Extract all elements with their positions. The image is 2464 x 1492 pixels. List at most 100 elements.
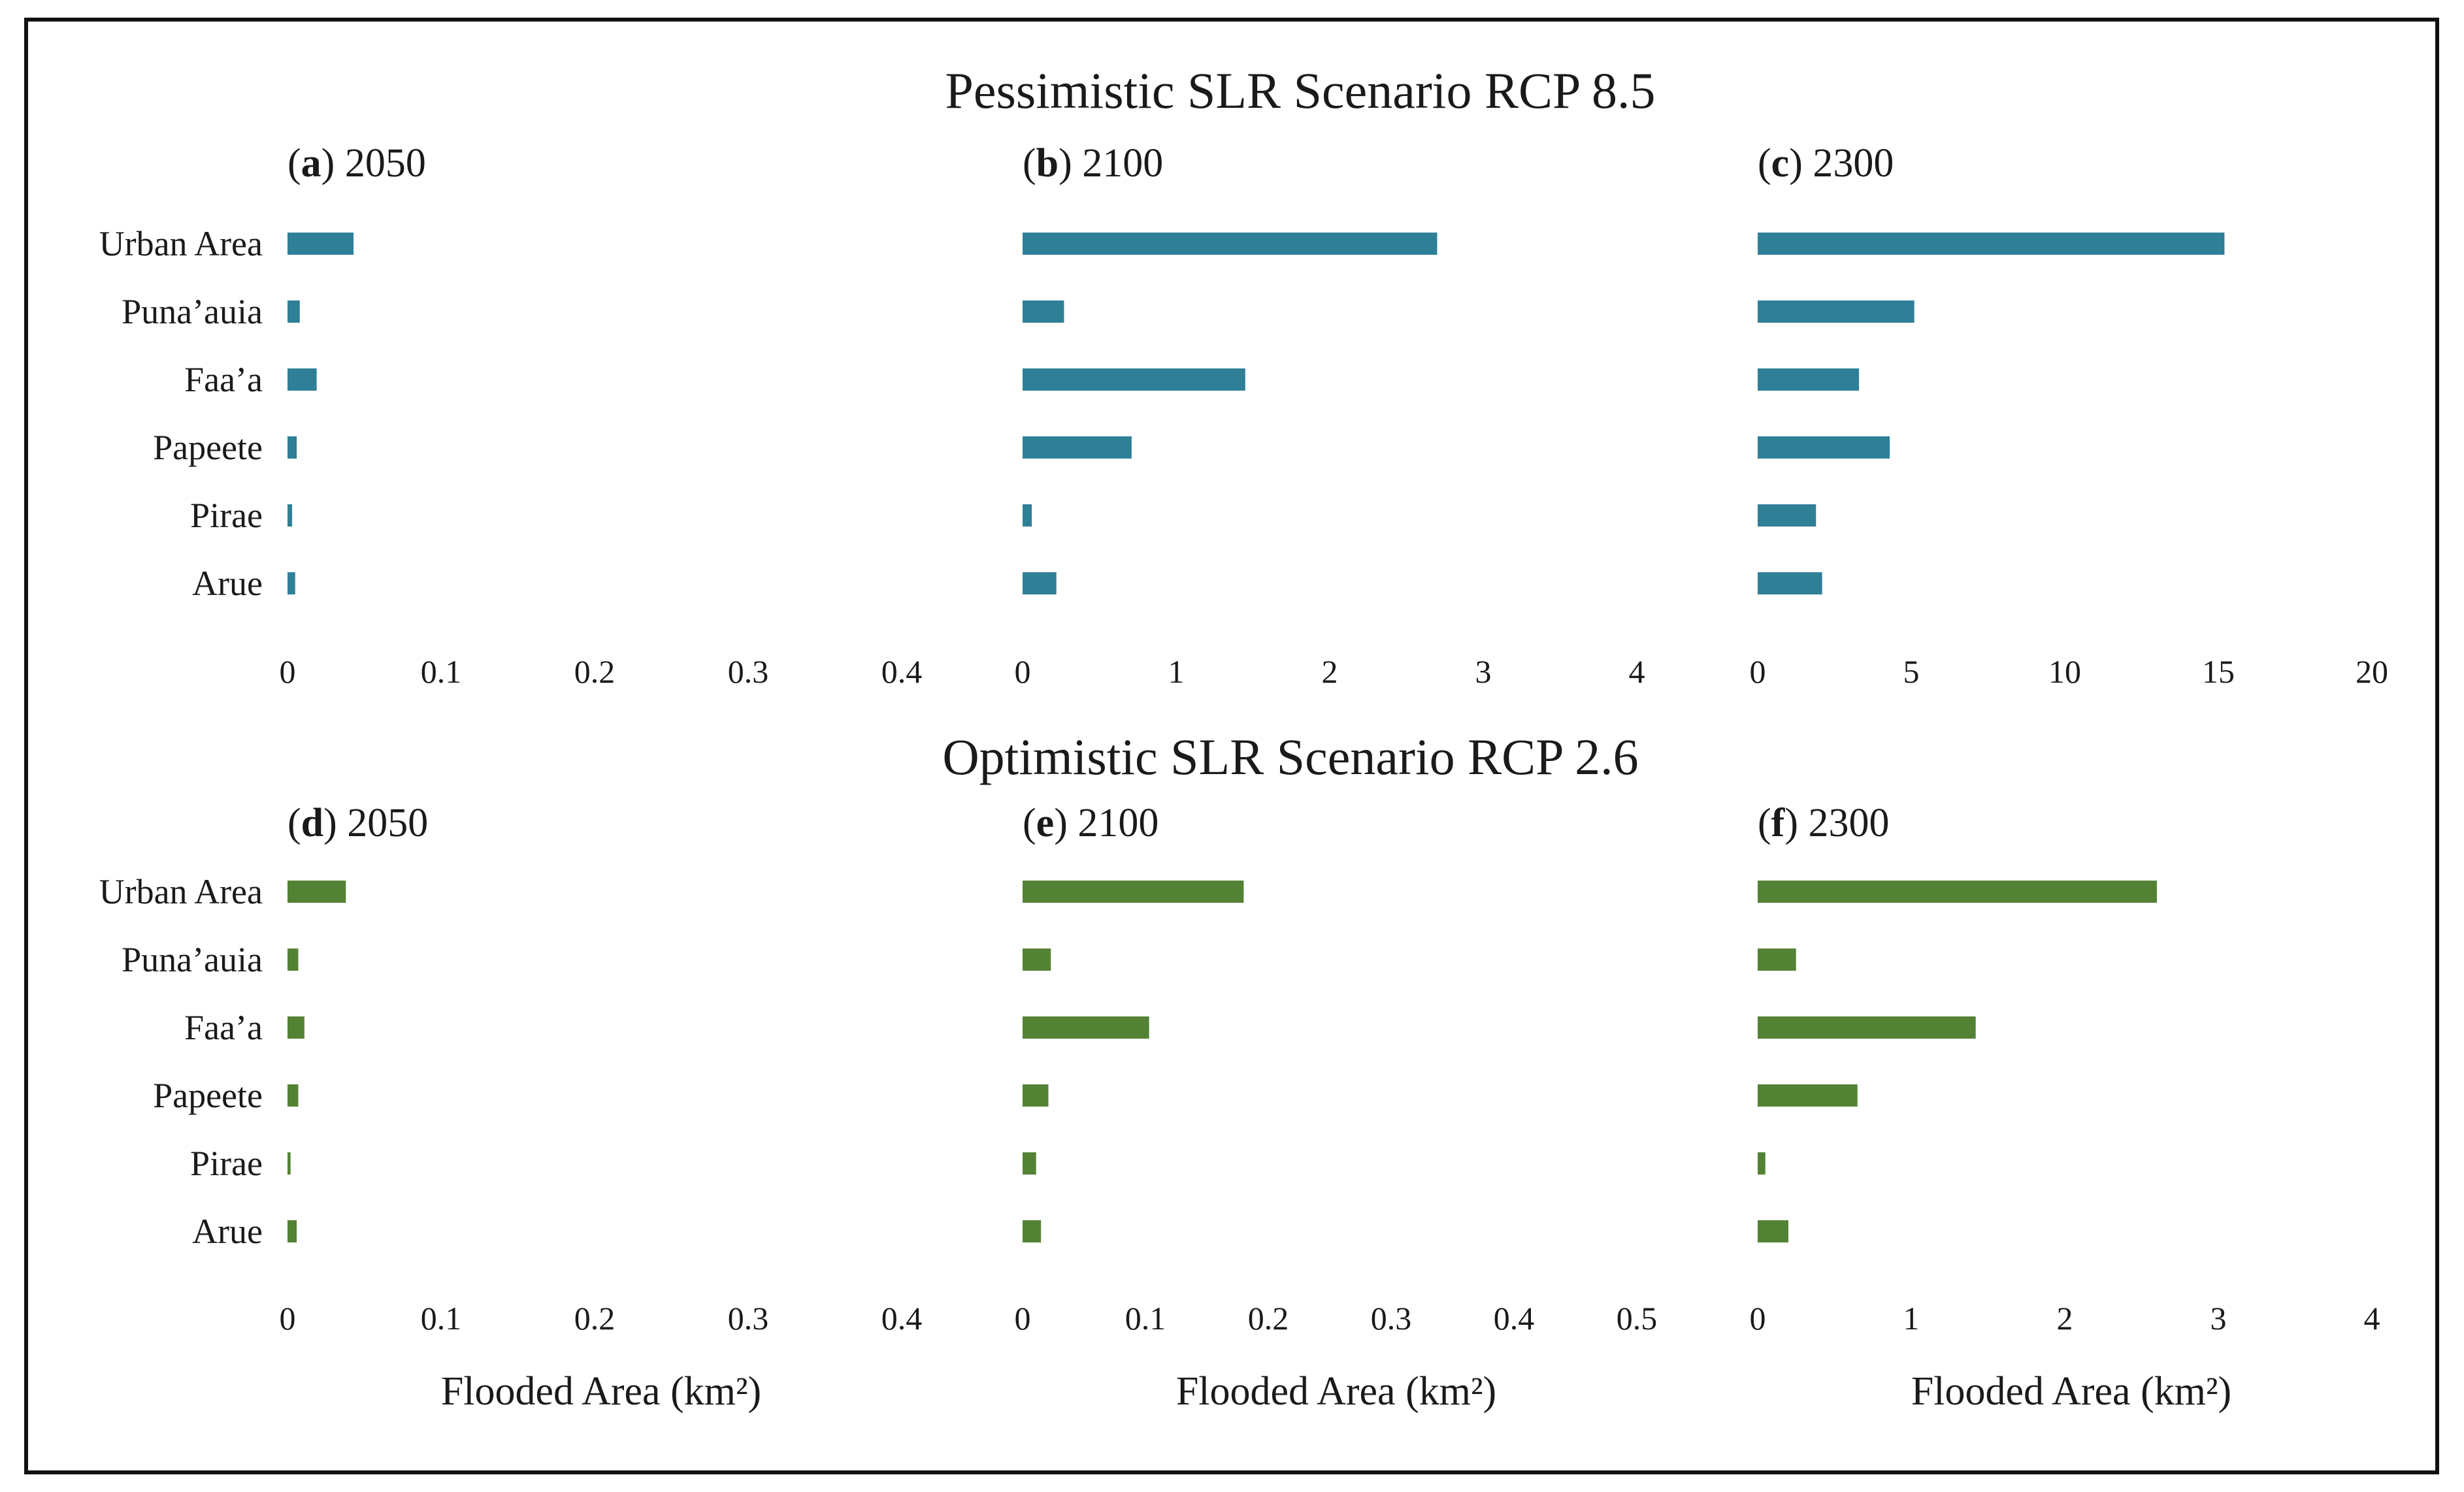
section-title-pessimistic: Pessimistic SLR Scenario RCP 8.5 [945, 62, 1655, 119]
bar-f-3 [1758, 1084, 1858, 1107]
panel-e: (e) 2100 0 0.1 0.2 0.3 0.4 0.5 Flooded Area (km… [1015, 801, 1658, 1414]
bar-e-2 [1023, 1016, 1149, 1039]
bar-a-4 [287, 504, 293, 527]
bar-f-2 [1758, 1016, 1976, 1039]
x-tick-label-e-4: 0.4 [1494, 1300, 1535, 1337]
panel-c: (c) 2300 0 5 10 15 20 [1750, 141, 2389, 690]
panel-year-b: 2100 [1082, 141, 1163, 186]
category-label-d-1: Puna’auia [122, 940, 263, 979]
bar-c-2 [1758, 368, 1860, 391]
panel-f: (f) 2300 0 1 2 3 4 Flooded Area (km²) [1750, 801, 2380, 1414]
category-label-d-2: Faa’a [184, 1008, 263, 1047]
category-label-a-4: Pirae [190, 496, 263, 535]
panel-letter-d: d [301, 801, 323, 845]
bar-a-3 [287, 436, 297, 459]
bar-d-2 [287, 1016, 304, 1039]
bar-d-4 [287, 1152, 291, 1175]
x-tick-label-c-1: 5 [1903, 653, 1920, 690]
panel-year-c: 2300 [1813, 141, 1894, 186]
x-tick-label-c-3: 15 [2202, 653, 2235, 690]
panel-a: (a) 2050 Urban Area Puna’auia Faa’a Papeete P… [99, 141, 923, 690]
x-tick-label-a-0: 0 [280, 653, 296, 690]
x-tick-label-d-2: 0.2 [574, 1300, 616, 1337]
panel-title-paren-close-f: ) [1784, 801, 1808, 845]
panel-title-e: (e) 2100 [1023, 801, 1158, 845]
category-label-a-3: Papeete [153, 428, 263, 467]
panel-title-paren-close-d: ) [323, 801, 347, 845]
panel-title-b: (b) 2100 [1023, 141, 1163, 186]
category-label-a-0: Urban Area [99, 224, 263, 263]
x-tick-label-a-2: 0.2 [574, 653, 616, 690]
x-tick-label-e-2: 0.2 [1248, 1300, 1289, 1337]
panel-letter-a: a [301, 141, 321, 186]
bar-d-1 [287, 949, 299, 971]
bar-b-3 [1023, 436, 1132, 459]
bar-e-1 [1023, 949, 1051, 971]
x-tick-label-e-3: 0.3 [1371, 1300, 1412, 1337]
x-tick-label-f-4: 4 [2364, 1300, 2380, 1337]
category-label-a-5: Arue [192, 564, 263, 603]
panel-title-paren-close-a: ) [321, 141, 345, 186]
bar-e-4 [1023, 1152, 1036, 1175]
x-tick-label-b-2: 2 [1322, 653, 1338, 690]
x-tick-label-c-2: 10 [2048, 653, 2081, 690]
panel-letter-c: c [1771, 141, 1790, 186]
panel-title-a: (a) 2050 [287, 141, 426, 186]
panel-title-paren-open-c: ( [1758, 141, 1771, 186]
x-tick-label-a-3: 0.3 [728, 653, 769, 690]
panel-title-paren-open-a: ( [287, 141, 301, 186]
bar-f-5 [1758, 1220, 1788, 1242]
bar-e-5 [1023, 1220, 1042, 1242]
bar-c-4 [1758, 504, 1816, 527]
bar-b-5 [1023, 572, 1057, 594]
panel-title-c: (c) 2300 [1758, 141, 1894, 186]
bar-c-1 [1758, 300, 1914, 323]
category-label-d-4: Pirae [190, 1144, 263, 1183]
panel-letter-f: f [1771, 801, 1786, 845]
x-tick-label-d-0: 0 [280, 1300, 296, 1337]
panel-letter-e: e [1036, 801, 1055, 845]
x-axis-label-d: Flooded Area (km²) [441, 1369, 761, 1414]
bar-b-1 [1023, 300, 1064, 323]
x-tick-label-a-4: 0.4 [881, 653, 923, 690]
panel-year-a: 2050 [345, 141, 426, 186]
bar-d-5 [287, 1220, 297, 1242]
panel-title-paren-open-d: ( [287, 801, 301, 845]
x-tick-label-f-3: 3 [2210, 1300, 2227, 1337]
figure-border [24, 18, 2439, 1474]
x-tick-label-c-4: 20 [2356, 653, 2388, 690]
x-axis-label-e: Flooded Area (km²) [1176, 1369, 1496, 1414]
panel-title-paren-close-e: ) [1054, 801, 1077, 845]
x-axis-label-f: Flooded Area (km²) [1911, 1369, 2231, 1414]
x-tick-label-d-3: 0.3 [728, 1300, 769, 1337]
bar-a-5 [287, 572, 295, 594]
bar-e-0 [1023, 881, 1244, 903]
category-label-d-0: Urban Area [99, 872, 263, 911]
bar-a-1 [287, 300, 300, 323]
x-tick-label-e-1: 0.1 [1125, 1300, 1166, 1337]
panel-d: (d) 2050 Urban Area Puna’auia Faa’a Papeete P… [99, 801, 923, 1414]
bar-b-0 [1023, 233, 1437, 255]
panel-year-f: 2300 [1808, 801, 1889, 845]
panel-title-paren-open-f: ( [1758, 801, 1771, 845]
x-tick-label-d-4: 0.4 [881, 1300, 923, 1337]
x-tick-label-b-0: 0 [1015, 653, 1031, 690]
x-tick-label-c-0: 0 [1750, 653, 1766, 690]
bar-a-0 [287, 233, 354, 255]
bar-f-1 [1758, 949, 1796, 971]
bar-f-4 [1758, 1152, 1766, 1175]
bar-e-3 [1023, 1084, 1049, 1107]
category-label-d-3: Papeete [153, 1076, 263, 1115]
x-tick-label-b-1: 1 [1168, 653, 1185, 690]
x-tick-label-d-1: 0.1 [421, 1300, 462, 1337]
x-tick-label-f-2: 2 [2057, 1300, 2073, 1337]
bar-c-0 [1758, 233, 2225, 255]
section-title-optimistic: Optimistic SLR Scenario RCP 2.6 [942, 728, 1638, 785]
bar-a-2 [287, 368, 317, 391]
x-tick-label-f-1: 1 [1903, 1300, 1920, 1337]
x-tick-label-b-3: 3 [1475, 653, 1492, 690]
panel-title-paren-open-e: ( [1023, 801, 1036, 845]
panel-title-paren-open-b: ( [1023, 141, 1036, 186]
